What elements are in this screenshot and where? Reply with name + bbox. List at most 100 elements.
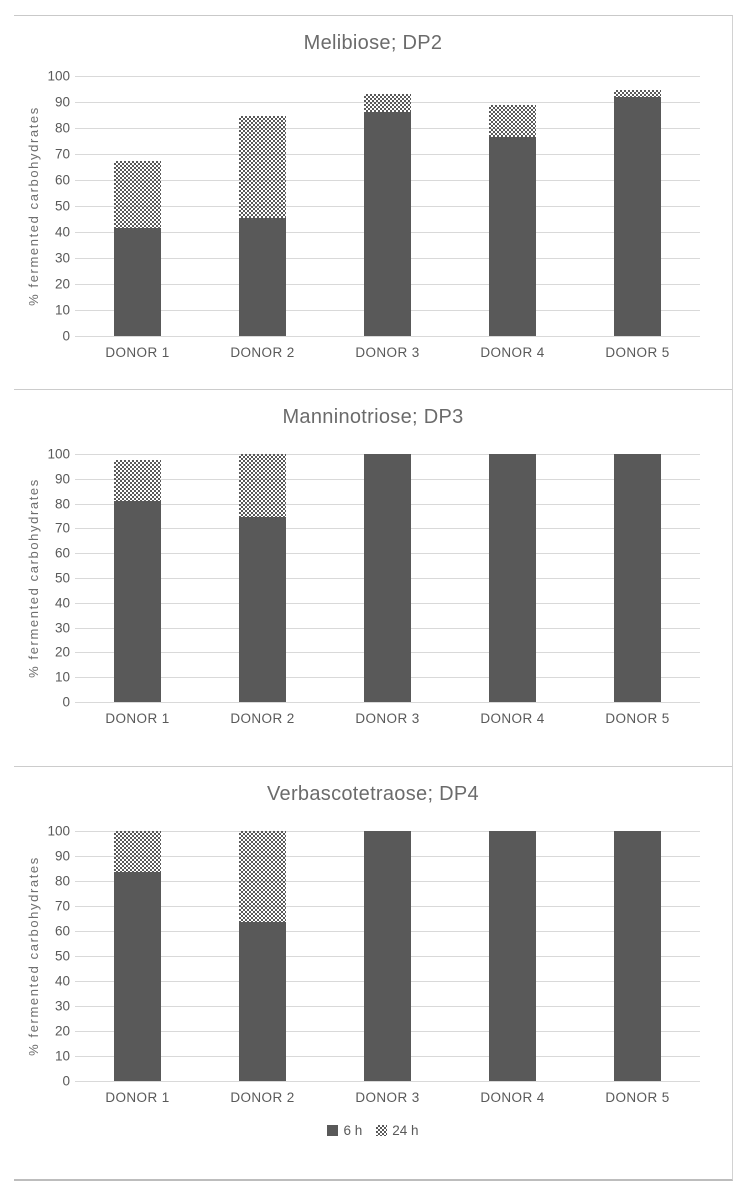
y-tick-labels: 0 10 20 30 40 50 60 70 80 90 100 (22, 824, 70, 1089)
bar-slot (325, 454, 450, 702)
y-tick-label: 50 (54, 948, 70, 964)
bar-slot (575, 76, 700, 336)
y-tick-labels: 0 10 20 30 40 50 60 70 80 90 100 (22, 447, 70, 710)
y-tick-label: 10 (54, 302, 70, 318)
x-category-label: DONOR 3 (355, 1090, 420, 1105)
bar-slot (450, 831, 575, 1081)
y-tick-label: 100 (47, 446, 70, 462)
legend-item-6h: 6 h (327, 1123, 362, 1138)
x-category-label: DONOR 5 (605, 345, 670, 360)
y-tick-label: 90 (54, 471, 70, 487)
y-tick-label: 30 (54, 998, 70, 1014)
bar-segment-6h (489, 831, 536, 1081)
y-tick-label: 100 (47, 823, 70, 839)
legend-label-24h: 24 h (392, 1123, 419, 1138)
chart-area: % fermented carbohydrates 0 10 20 30 40 50 60 7… (14, 824, 732, 1089)
bar-segment-24h (114, 160, 161, 229)
chart-panel-manninotriose: Manninotriose; DP3 % fermented carbohydr… (14, 390, 732, 767)
legend-label-6h: 6 h (343, 1123, 363, 1138)
legend-item-24h: 24 h (376, 1123, 419, 1138)
legend: 6 h 24 h (14, 1123, 732, 1138)
bar-slot (325, 76, 450, 336)
y-tick-label: 80 (54, 873, 70, 889)
x-category-label: DONOR 2 (230, 711, 295, 726)
bar-segment-6h (239, 922, 286, 1081)
x-category-label: DONOR 4 (480, 345, 545, 360)
legend-swatch-hatch-icon (376, 1125, 388, 1136)
y-tick-label: 40 (54, 224, 70, 240)
gridline (75, 702, 700, 703)
stacked-bar (114, 76, 161, 336)
bar-slot (75, 831, 200, 1081)
stacked-bar (489, 454, 536, 702)
y-tick-label: 50 (54, 198, 70, 214)
y-tick-label: 100 (47, 68, 70, 84)
y-tick-label: 20 (54, 1023, 70, 1039)
stacked-bar (114, 831, 161, 1081)
y-tick-label: 70 (54, 898, 70, 914)
bar-segment-6h (614, 454, 661, 702)
plot-area (75, 76, 700, 337)
x-category-label: DONOR 2 (230, 345, 295, 360)
stacked-bar (239, 454, 286, 702)
bar-segment-24h (489, 104, 536, 138)
bar-segment-6h (239, 517, 286, 702)
x-category-label: DONOR 3 (355, 345, 420, 360)
x-category-labels: DONOR 1 DONOR 2 DONOR 3 DONOR 4 DONOR 5 (75, 711, 700, 726)
bar-segment-6h (114, 228, 161, 336)
chart-title: Melibiose; DP2 (303, 32, 443, 54)
x-category-label: DONOR 4 (480, 1090, 545, 1105)
bar-segment-24h (114, 831, 161, 873)
y-tick-label: 10 (54, 1048, 70, 1064)
y-tick-label: 0 (62, 1073, 70, 1089)
stacked-bar (364, 831, 411, 1081)
bar-segment-6h (614, 831, 661, 1081)
y-tick-label: 60 (54, 545, 70, 561)
x-category-labels: DONOR 1 DONOR 2 DONOR 3 DONOR 4 DONOR 5 (75, 345, 700, 360)
bar-slot (450, 76, 575, 336)
bar-slot (75, 76, 200, 336)
y-tick-label: 80 (54, 120, 70, 136)
x-category-label: DONOR 2 (230, 1090, 295, 1105)
stacked-bar (364, 76, 411, 336)
stacked-bar (614, 454, 661, 702)
bar-segment-6h (364, 454, 411, 702)
bar-segment-6h (614, 96, 661, 336)
y-tick-label: 90 (54, 94, 70, 110)
bar-segment-6h (114, 501, 161, 702)
stacked-bar (614, 831, 661, 1081)
x-category-label: DONOR 4 (480, 711, 545, 726)
bar-segment-24h (614, 90, 661, 97)
plot-area (75, 454, 700, 703)
chart-area: % fermented carbohydrates 0 10 20 30 40 50 60 7… (14, 69, 732, 344)
bar-slot (75, 454, 200, 702)
y-tick-label: 30 (54, 250, 70, 266)
stacked-bar (239, 831, 286, 1081)
stacked-bar (489, 76, 536, 336)
y-tick-label: 90 (54, 848, 70, 864)
x-category-label: DONOR 5 (605, 1090, 670, 1105)
y-tick-label: 30 (54, 620, 70, 636)
y-tick-label: 20 (54, 276, 70, 292)
gridline (75, 76, 700, 77)
bar-slot (325, 831, 450, 1081)
figure-container: Melibiose; DP2 % fermented carbohydrates… (14, 15, 733, 1181)
y-tick-label: 50 (54, 570, 70, 586)
bar-segment-6h (364, 112, 411, 336)
bar-segment-24h (114, 460, 161, 502)
bar-segment-6h (114, 872, 161, 1081)
bar-segment-24h (364, 94, 411, 113)
bar-slot (450, 454, 575, 702)
bar-slot (575, 831, 700, 1081)
x-category-label: DONOR 1 (105, 711, 170, 726)
gridline (75, 1081, 700, 1082)
x-category-label: DONOR 3 (355, 711, 420, 726)
y-tick-label: 60 (54, 172, 70, 188)
gridline (75, 336, 700, 337)
stacked-bar (489, 831, 536, 1081)
y-tick-label: 40 (54, 595, 70, 611)
x-category-label: DONOR 1 (105, 1090, 170, 1105)
bar-segment-6h (489, 137, 536, 336)
x-category-labels: DONOR 1 DONOR 2 DONOR 3 DONOR 4 DONOR 5 (75, 1090, 700, 1105)
y-tick-label: 80 (54, 496, 70, 512)
